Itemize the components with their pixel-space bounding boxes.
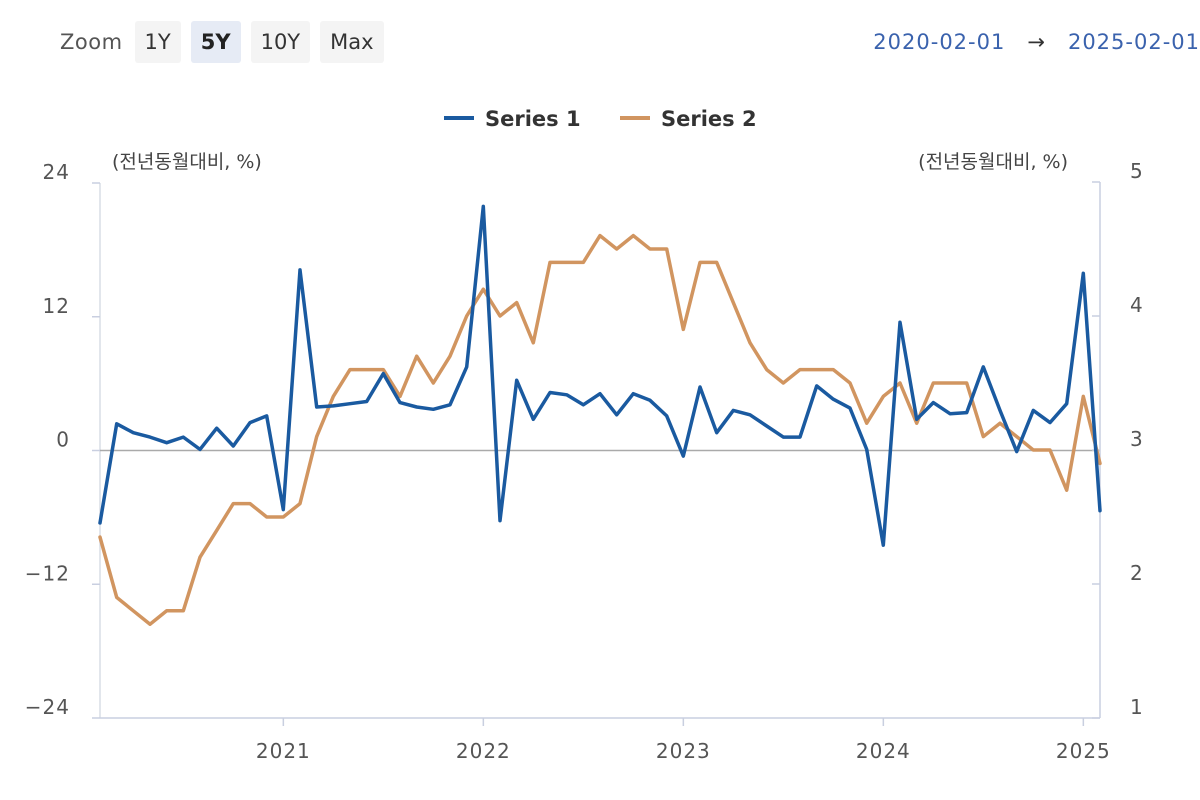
- x-axis-tick-label: 2025: [1056, 739, 1111, 763]
- x-axis-tick-label: 2022: [456, 739, 511, 763]
- right-axis-tick-label: 5: [1130, 159, 1144, 183]
- right-axis-unit-label: (전년동월대비, %): [918, 151, 1068, 173]
- range-end-date[interactable]: 2025-02-01: [1067, 30, 1200, 54]
- x-axis-tick-label: 2023: [656, 739, 711, 763]
- left-axis-unit-label: (전년동월대비, %): [112, 151, 262, 173]
- zoom-1y-button[interactable]: 1Y: [134, 21, 181, 63]
- series-2-line[interactable]: [98, 233, 1102, 626]
- x-axis-tick-label: 2021: [256, 739, 311, 763]
- legend-series-2-label[interactable]: Series 2: [661, 107, 757, 131]
- zoom-10y-button[interactable]: 10Y: [250, 21, 311, 63]
- legend: Series 1 Series 2: [444, 107, 757, 131]
- left-axis-tick-label: 12: [43, 294, 70, 318]
- right-axis-tick-label: 4: [1130, 293, 1144, 317]
- right-axis-tick-label: 1: [1130, 695, 1144, 719]
- zoom-label: Zoom: [60, 30, 123, 54]
- x-axis-tick-label: 2024: [856, 739, 911, 763]
- legend-series-1-label[interactable]: Series 1: [485, 107, 581, 131]
- range-start-date[interactable]: 2020-02-01: [873, 30, 1006, 54]
- range-arrow: →: [1027, 30, 1046, 54]
- series-lines: [98, 204, 1102, 626]
- zoom-5y-button[interactable]: 5Y: [190, 21, 241, 63]
- left-axis-tick-label: 24: [43, 160, 70, 184]
- left-axis-tick-label: −24: [25, 695, 70, 719]
- right-axis-tick-label: 2: [1130, 561, 1144, 585]
- left-axis-tick-label: 0: [56, 428, 70, 452]
- axes: 24 12 0 −12 −24 5 4 3 2 1 2021 2022 2023 2024 2025: [25, 159, 1144, 763]
- zoom-max-button[interactable]: Max: [320, 21, 384, 63]
- left-axis-tick-label: −12: [25, 561, 70, 585]
- date-range: 2020-02-01 → 2025-02-01: [873, 20, 1200, 64]
- series-1-line[interactable]: [98, 204, 1102, 547]
- zoom-toolbar: Zoom 1Y 5Y 10Y Max: [60, 20, 384, 64]
- right-axis-tick-label: 3: [1130, 427, 1144, 451]
